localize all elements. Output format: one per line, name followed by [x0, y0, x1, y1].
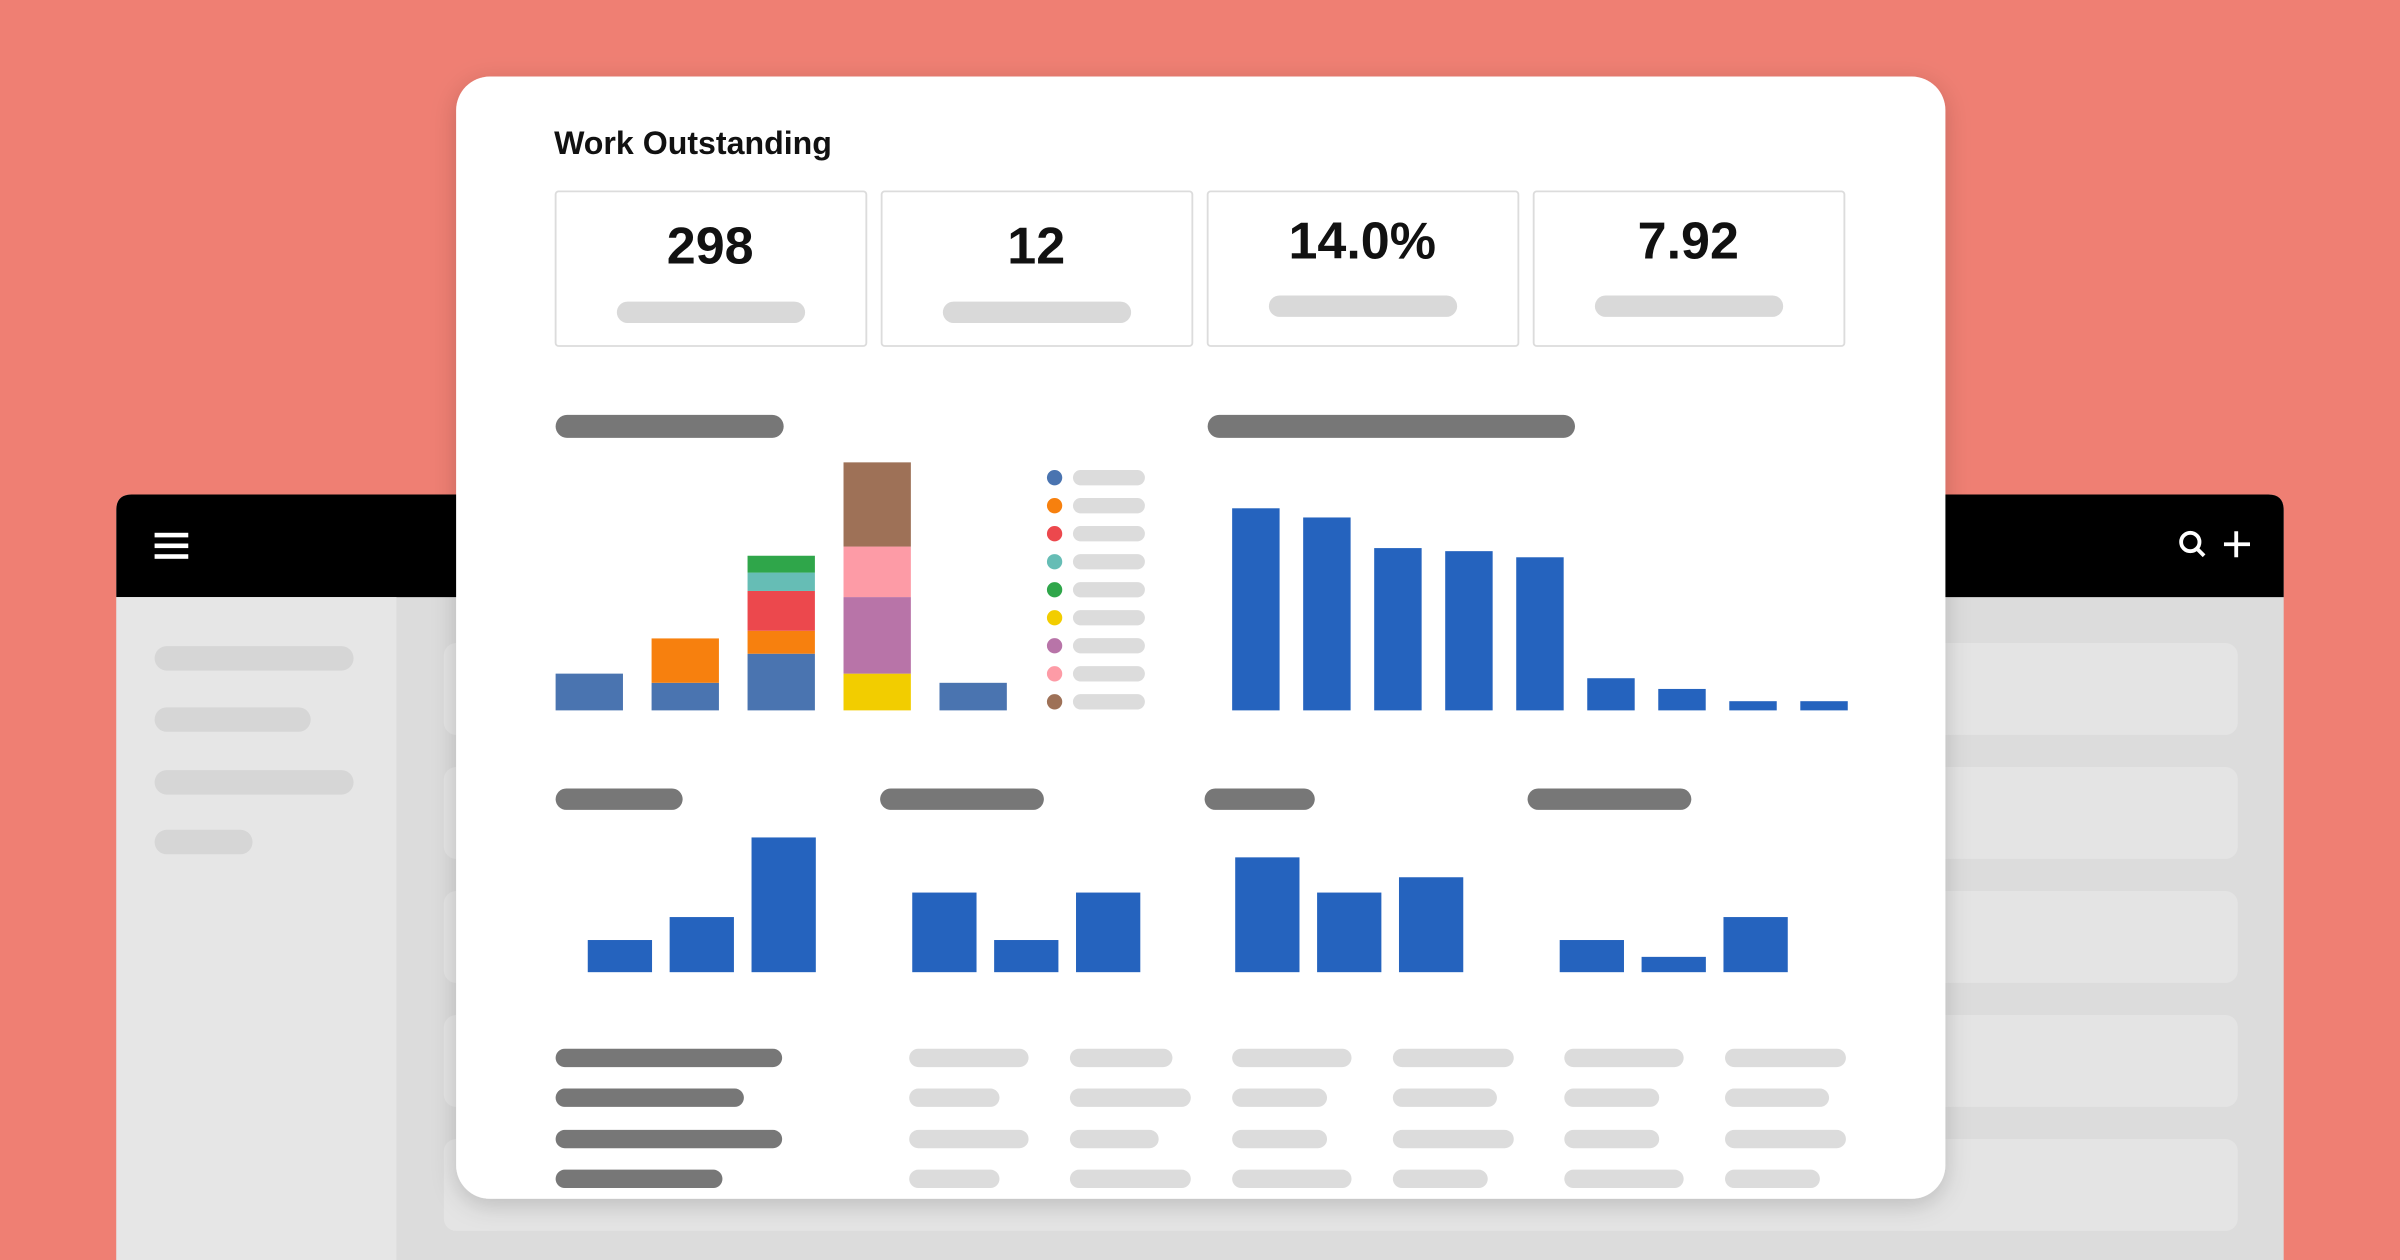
bar-segment [747, 590, 815, 631]
kpi-value: 7.92 [1638, 213, 1739, 271]
legend-dot [1046, 526, 1063, 542]
bar [587, 940, 653, 973]
bar [1232, 508, 1280, 711]
legend-dot [1046, 470, 1063, 486]
kpi-value: 14.0% [1288, 213, 1436, 271]
bar-segment [555, 673, 623, 711]
sidebar-items [154, 646, 354, 855]
bar [1641, 956, 1706, 973]
legend-dot [1046, 610, 1063, 626]
legend-dot [1046, 554, 1063, 570]
menu-icon[interactable] [154, 532, 189, 559]
legend-label [1072, 694, 1145, 710]
legend-label [1072, 638, 1145, 654]
kpi-value: 12 [1007, 217, 1065, 275]
legend-label [1072, 582, 1145, 598]
bar-segment [747, 653, 815, 711]
sidebar [116, 597, 397, 1260]
bar [1800, 701, 1848, 711]
bar [1729, 701, 1777, 711]
bar [1374, 548, 1422, 711]
table-placeholder [555, 1048, 1846, 1189]
kpi-captions [616, 295, 1784, 324]
bar [751, 837, 816, 973]
bar [1076, 892, 1141, 973]
bar [1235, 857, 1300, 973]
legend-label [1072, 666, 1145, 682]
legend-label [1072, 554, 1145, 570]
bar [1516, 557, 1564, 711]
chart-titles [555, 414, 1692, 810]
bar [1398, 877, 1464, 973]
dashboard-title: Work Outstanding [554, 125, 832, 161]
legend-label [1072, 526, 1145, 542]
add-icon[interactable] [2223, 531, 2250, 558]
bar-segment [843, 597, 911, 674]
legend-dot [1046, 498, 1063, 514]
bar-segment [747, 555, 815, 573]
bar-segment [843, 546, 911, 598]
legend-label [1072, 498, 1145, 514]
legend-dot [1046, 694, 1063, 710]
bar [994, 940, 1059, 973]
bar [1445, 551, 1493, 711]
bar [1658, 688, 1706, 711]
dashboard-card [456, 76, 1946, 1199]
bar [912, 892, 977, 973]
bar [1723, 917, 1788, 973]
bar [1303, 517, 1351, 711]
bar-segment [651, 638, 719, 683]
bar-segment [747, 630, 815, 654]
legend-dot [1046, 666, 1063, 682]
bar-segment [939, 682, 1007, 711]
legend-dot [1046, 638, 1063, 654]
bar [1587, 678, 1635, 711]
legend-label [1072, 470, 1145, 486]
search-icon[interactable] [2179, 530, 2206, 558]
bar-segment [843, 673, 911, 711]
bar-segment [843, 462, 911, 547]
bar [1559, 940, 1624, 973]
legend-label [1072, 610, 1145, 626]
bar-segment [747, 572, 815, 591]
bar-segment [651, 682, 719, 711]
kpi-value: 298 [667, 217, 754, 275]
bar [669, 917, 734, 973]
legend-dot [1046, 582, 1063, 598]
bar [1317, 892, 1382, 973]
